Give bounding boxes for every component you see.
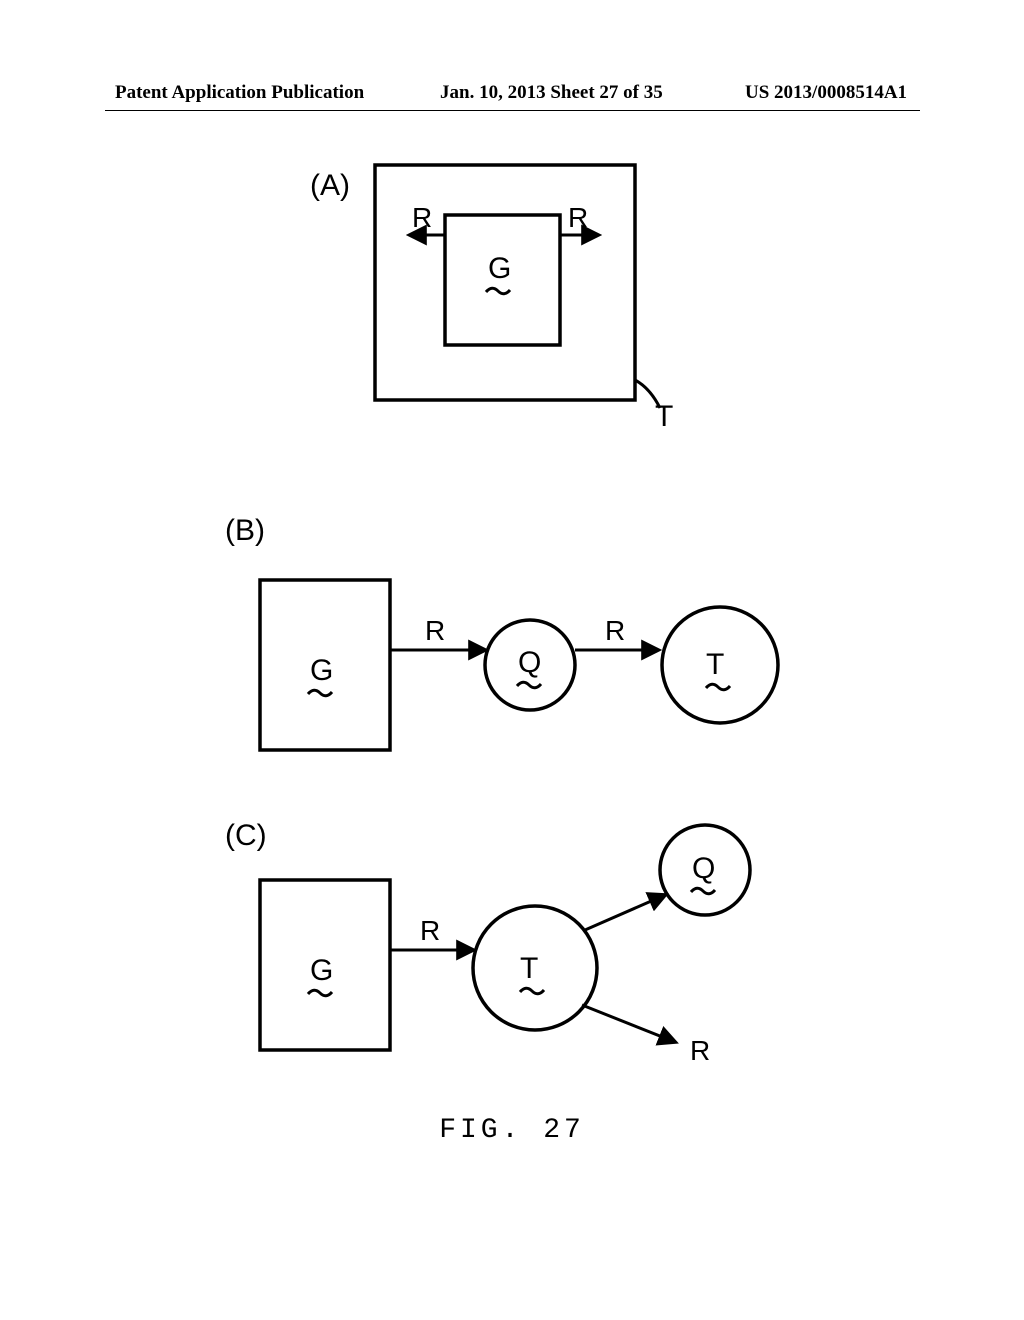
A-R-right: R (568, 202, 588, 233)
C-Q-tilde (691, 888, 715, 894)
C-line-down (582, 1005, 675, 1042)
A-G: G (488, 252, 511, 285)
A-T: T (655, 400, 673, 433)
C-T: T (520, 952, 538, 985)
A-G-tilde (486, 288, 510, 294)
page: Patent Application Publication Jan. 10, … (0, 0, 1024, 1320)
B-R2: R (605, 615, 625, 646)
C-line-up (585, 895, 665, 930)
B-G-tilde (308, 690, 332, 696)
A-R-left: R (412, 202, 432, 233)
label-B: (B) (225, 514, 265, 547)
C-R1: R (420, 915, 440, 946)
B-T: T (706, 648, 724, 681)
C-T-tilde (520, 988, 544, 994)
B-Q-tilde (517, 682, 541, 688)
B-G: G (310, 654, 333, 687)
C-G-tilde (308, 990, 332, 996)
B-R1: R (425, 615, 445, 646)
B-Q: Q (518, 646, 541, 679)
C-Q: Q (692, 852, 715, 885)
C-G: G (310, 954, 333, 987)
B-T-tilde (706, 684, 730, 690)
label-A: (A) (310, 169, 350, 202)
figure-caption: FIG. 27 (0, 1115, 1024, 1146)
label-C: (C) (225, 819, 267, 852)
C-Rd: R (690, 1035, 710, 1066)
